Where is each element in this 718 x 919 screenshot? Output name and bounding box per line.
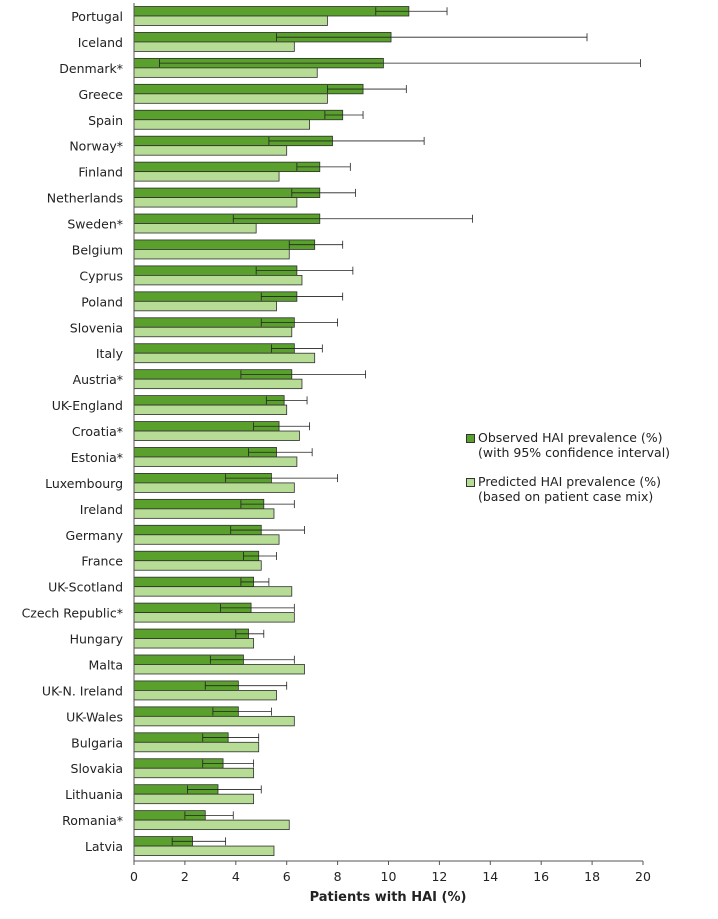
bar-predicted [133,404,288,415]
category-label: Luxembourg [45,476,123,491]
bar-predicted [133,819,290,831]
bar-predicted [133,767,255,779]
error-bars-layer [159,7,641,846]
bar-observed [133,161,321,173]
bar-observed [133,395,285,406]
category-label: Italy [96,346,124,361]
x-tick-label: 8 [334,869,342,884]
bar-observed [133,6,410,17]
category-label: Cyprus [79,268,123,283]
bar-predicted [133,793,255,805]
bar-observed [133,550,260,562]
category-label: Belgium [72,242,123,257]
category-label: Netherlands [47,191,123,206]
x-tick-label: 4 [232,869,240,884]
bar-predicted [133,534,280,545]
category-label: Slovakia [71,761,123,776]
category-label: Romania* [62,813,123,828]
x-tick-label: 10 [381,869,397,884]
category-label: Ireland [80,502,123,517]
legend-item-predicted: Predicted HAI prevalence (%) (based on p… [466,474,711,504]
bar-predicted [133,326,293,338]
category-label: Malta [89,657,123,672]
category-labels-layer: Portugal Iceland Denmark* Greece Spain Norway… [22,9,124,854]
bar-observed [133,628,249,639]
bar-predicted [133,664,305,675]
category-label: Czech Republic* [22,606,123,621]
category-label: UK-N. Ireland [42,683,123,698]
x-tick-label: 12 [431,869,447,884]
x-tick-label: 14 [482,869,498,884]
bar-predicted [133,197,298,208]
category-label: Portugal [71,9,123,24]
x-tick-label: 16 [533,869,549,884]
bar-predicted [133,560,262,571]
bars-layer [133,6,410,856]
x-tick-label: 0 [130,869,138,884]
category-label: UK-Scotland [48,580,123,595]
bar-predicted [133,93,328,104]
category-label: UK-Wales [66,709,123,724]
bar-predicted [133,352,316,364]
bar-predicted [133,638,255,649]
bar-predicted [133,274,303,286]
bar-predicted [133,508,275,519]
x-axis: 0 2 4 6 8 10 12 14 16 18 20 [130,3,651,884]
category-label: Lithuania [65,787,123,802]
x-tick-label: 6 [283,869,291,884]
bar-predicted [133,456,298,467]
bar-predicted [133,145,288,156]
legend-label-observed: Observed HAI prevalence (%) (with 95% co… [478,430,671,460]
category-label: Poland [81,294,123,309]
category-label: Germany [66,528,124,543]
bar-predicted [133,67,318,78]
bar-predicted [133,586,293,597]
category-label: Iceland [78,35,123,50]
bar-predicted [133,378,303,390]
category-label: Finland [78,165,123,180]
category-label: Sweden* [67,217,123,232]
bar-predicted [133,430,300,441]
bar-predicted [133,690,277,701]
x-axis-label: Patients with HAI (%) [310,890,467,905]
bar-observed [133,239,316,250]
bar-predicted [133,249,290,260]
bar-predicted [133,41,295,52]
bar-predicted [133,482,295,493]
bar-predicted [133,119,311,130]
bar-observed [133,576,255,588]
bar-predicted [133,15,328,26]
category-label: Latvia [85,839,123,854]
category-label: Estonia* [71,450,123,465]
category-label: Austria* [73,372,123,387]
category-label: Spain [88,113,123,128]
bar-observed [133,109,344,121]
category-label: France [81,554,123,569]
legend-label-predicted: Predicted HAI prevalence (%) (based on p… [478,474,662,504]
category-label: Hungary [70,632,124,647]
bar-predicted [133,223,257,234]
bar-predicted [133,300,277,312]
x-tick-label: 18 [584,869,600,884]
category-label: UK-England [52,398,123,413]
category-label: Norway* [69,139,123,154]
legend-swatch-predicted [466,478,475,487]
bar-observed [133,343,295,354]
category-label: Croatia* [72,424,123,439]
legend-item-observed: Observed HAI prevalence (%) (with 95% co… [466,430,711,460]
x-tick-label: 2 [181,869,189,884]
category-label: Denmark* [59,61,123,76]
bar-predicted [133,845,275,856]
bar-predicted [133,741,260,753]
category-label: Bulgaria [71,735,123,750]
category-label: Slovenia [70,320,123,335]
bar-predicted [133,171,280,182]
x-tick-label: 20 [635,869,651,884]
bar-predicted [133,612,295,623]
legend: Observed HAI prevalence (%) (with 95% co… [466,430,711,518]
legend-swatch-observed [466,434,475,443]
category-label: Greece [79,87,124,102]
bar-predicted [133,715,295,727]
